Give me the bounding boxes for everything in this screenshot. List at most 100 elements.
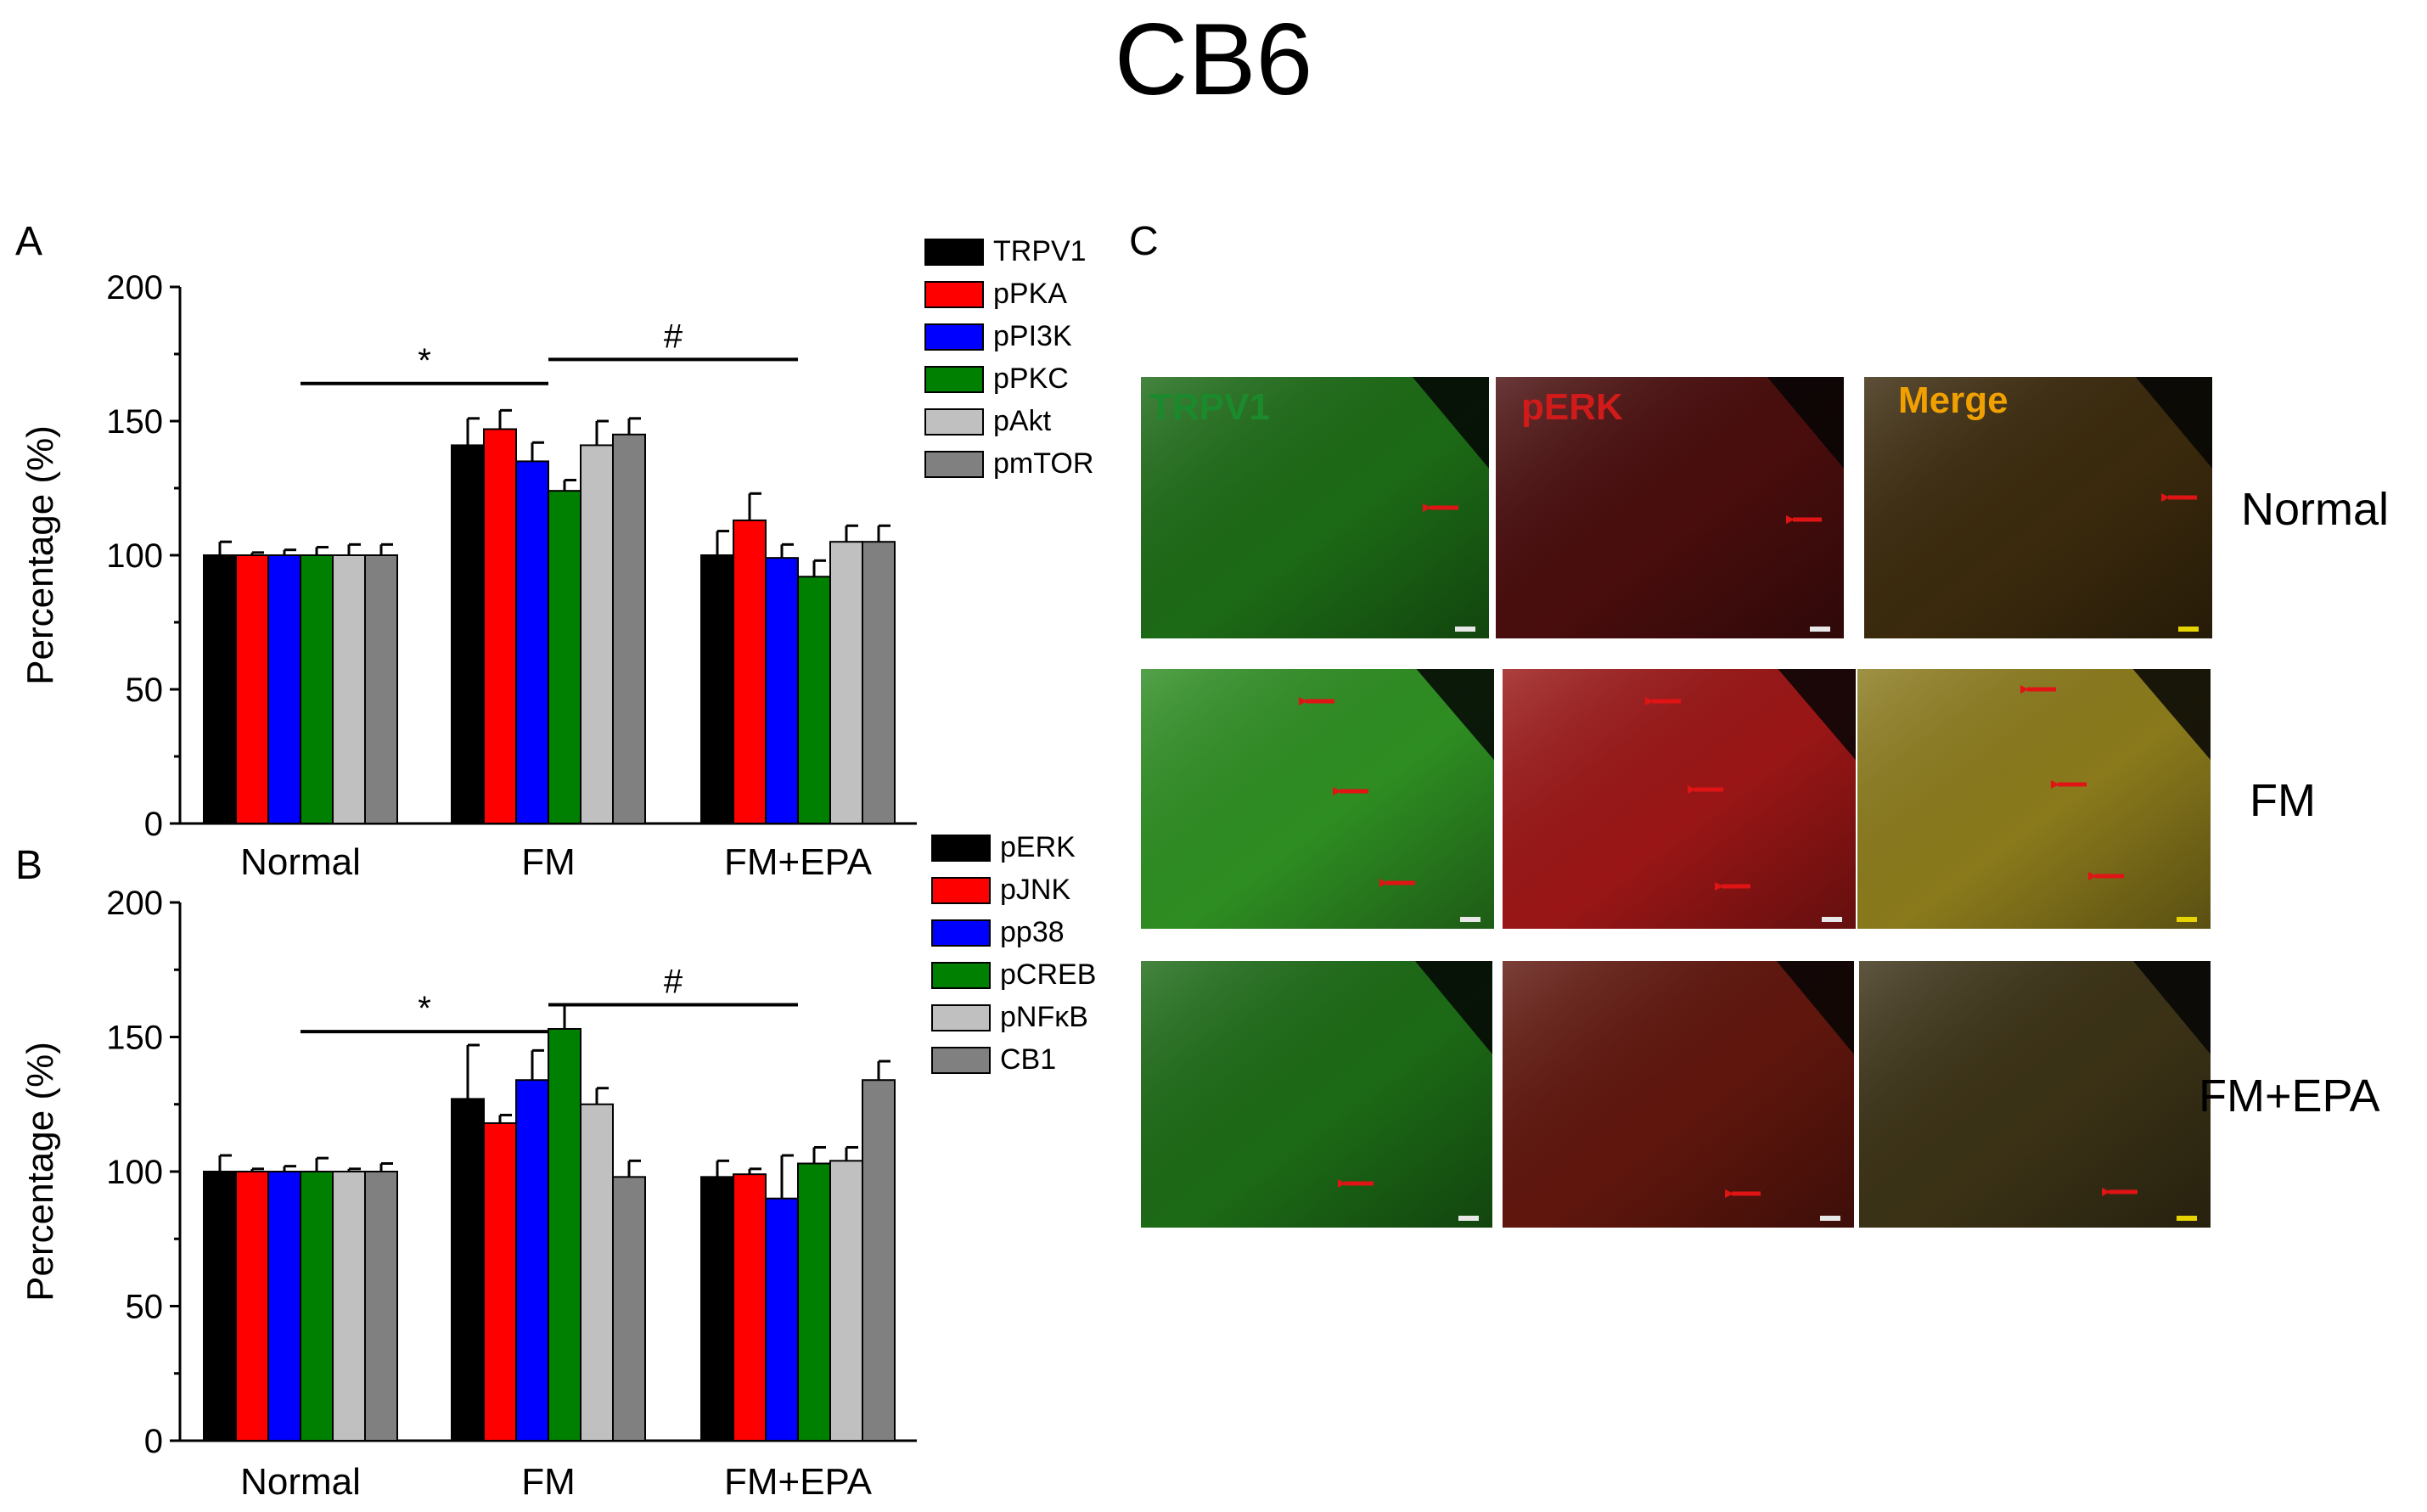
bar-pcreb-normal	[300, 1171, 334, 1442]
bar-pcreb-fmepa	[797, 1162, 831, 1442]
channel-label: Merge	[1898, 379, 2008, 421]
scale-bar	[2178, 627, 2199, 632]
row-label: FM	[2250, 775, 2316, 826]
micrograph-background-corner	[2132, 961, 2211, 1054]
bar-ppi3k-normal	[267, 554, 301, 824]
significance-marker: #	[664, 963, 683, 1000]
bar-pjnk-fmepa	[733, 1173, 767, 1442]
bar-pjnk-normal	[235, 1171, 269, 1442]
micrograph-shading	[1141, 961, 1492, 1228]
bar-trpv1-fmepa	[700, 554, 734, 824]
bar-ppi3k-fmepa	[765, 557, 799, 824]
scale-bar	[1460, 917, 1480, 922]
bar-ppka-fmepa	[733, 519, 767, 824]
micrograph-background-corner	[1776, 961, 1854, 1054]
bar-ppkc-fmepa	[797, 576, 831, 825]
bar-perk-fm	[451, 1098, 485, 1442]
micrograph-background-corner	[2135, 377, 2212, 469]
x-category-label: Normal	[240, 1461, 361, 1503]
legend-swatch	[924, 323, 984, 351]
scale-bar	[1810, 627, 1830, 632]
y-tick-label: 50	[126, 672, 164, 709]
bar-pakt-fmepa	[829, 541, 863, 824]
legend-swatch	[931, 877, 991, 904]
legend-label: pPKC	[993, 363, 1069, 395]
bar-trpv1-fm	[451, 444, 485, 824]
scale-bar	[1820, 1216, 1840, 1221]
bar-perk-fmepa	[700, 1176, 734, 1442]
bar-cb1-fmepa	[862, 1079, 896, 1442]
channel-label: pERK	[1521, 386, 1623, 428]
significance-marker: *	[418, 342, 431, 379]
bar-pmtor-normal	[364, 554, 398, 824]
legend-label: pNFκB	[1000, 1001, 1088, 1033]
bar-pmtor-fmepa	[862, 541, 896, 824]
y-tick-label: 0	[144, 1423, 163, 1460]
legend-swatch	[931, 962, 991, 989]
bar-pp38-normal	[267, 1171, 301, 1442]
bar-pnfb-normal	[332, 1171, 366, 1442]
bar-pjnk-fm	[483, 1121, 517, 1442]
bar-ppka-normal	[235, 554, 269, 824]
bar-ppkc-fm	[548, 490, 581, 824]
bar-pcreb-fm	[548, 1027, 581, 1442]
legend-swatch	[924, 239, 984, 266]
micrograph-background-corner	[2132, 669, 2211, 761]
scale-bar	[2177, 917, 2197, 922]
bar-ppkc-normal	[300, 554, 334, 824]
legend-swatch	[924, 451, 984, 478]
micrograph-shading	[1503, 961, 1854, 1228]
legend-label: pPKA	[993, 278, 1067, 310]
row-label: Normal	[2241, 484, 2389, 535]
legend-swatch	[931, 919, 991, 947]
micrograph-fm-trpv1	[1141, 669, 1494, 929]
y-tick-label: 150	[106, 1020, 163, 1057]
y-tick-label: 200	[106, 885, 163, 922]
y-tick-label: 0	[144, 806, 163, 843]
micrograph-shading	[1859, 961, 2211, 1228]
legend-swatch	[924, 408, 984, 436]
bar-cb1-fm	[612, 1176, 646, 1442]
micrograph-background-corner	[1767, 377, 1844, 469]
bar-pp38-fmepa	[765, 1197, 799, 1442]
legend-label: TRPV1	[993, 235, 1087, 267]
y-tick-label: 100	[106, 537, 163, 575]
legend-label: pmTOR	[993, 447, 1093, 480]
micrograph-fmepa-trpv1	[1141, 961, 1492, 1228]
bar-pnfb-fmepa	[829, 1160, 863, 1442]
channel-label: TRPV1	[1149, 386, 1270, 428]
micrograph-shading	[1864, 377, 2212, 638]
micrograph-background-corner	[1416, 669, 1494, 761]
y-tick-label: 150	[106, 403, 163, 441]
scale-bar	[1458, 1216, 1479, 1221]
x-category-label: FM+EPA	[724, 841, 873, 883]
micrograph-normal-perk	[1496, 377, 1844, 638]
legend-label: CB1	[1000, 1043, 1056, 1076]
legend-swatch	[931, 1047, 991, 1074]
bar-pp38-fm	[515, 1079, 549, 1442]
legend-label: pPI3K	[993, 320, 1072, 352]
x-category-label: FM+EPA	[724, 1461, 873, 1503]
micrograph-fm-merge	[1857, 669, 2211, 929]
micrograph-background-corner	[1414, 961, 1492, 1054]
y-axis-label: Percentage (%)	[20, 1042, 61, 1301]
micrograph-fm-perk	[1503, 669, 1856, 929]
y-axis-label: Percentage (%)	[20, 425, 61, 685]
legend-label: pp38	[1000, 916, 1065, 948]
bar-pakt-fm	[580, 444, 614, 824]
micrograph-normal-trpv1	[1141, 377, 1489, 638]
micrograph-background-corner	[1412, 377, 1489, 469]
scale-bar	[1822, 917, 1842, 922]
x-category-label: Normal	[240, 841, 361, 883]
bar-pnfb-fm	[580, 1103, 614, 1442]
significance-marker: #	[664, 318, 683, 355]
legend-label: pJNK	[1000, 874, 1070, 906]
micrograph-shading	[1496, 377, 1844, 638]
legend-label: pCREB	[1000, 958, 1096, 991]
bar-pakt-normal	[332, 554, 366, 824]
legend-label: pAkt	[993, 405, 1052, 437]
chart-panel-b: B 0 50 100 150 200 Percentage (%) Normal FM FM+EP…	[15, 831, 1096, 1503]
bar-ppka-fm	[483, 428, 517, 824]
significance-marker: *	[418, 990, 431, 1027]
